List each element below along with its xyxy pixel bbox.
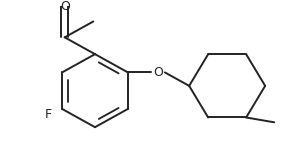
- Text: O: O: [60, 0, 70, 13]
- Text: F: F: [44, 108, 52, 121]
- Text: O: O: [153, 66, 163, 79]
